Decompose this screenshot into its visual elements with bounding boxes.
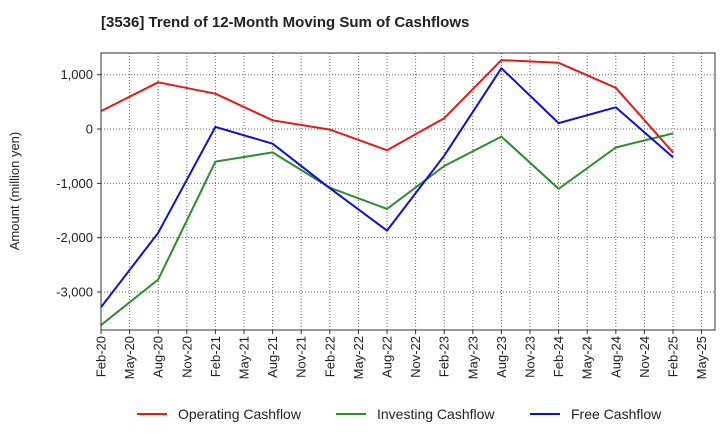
x-tick-label: Aug-22 <box>380 336 395 378</box>
x-tick-label: Nov-23 <box>523 336 538 378</box>
y-tick-label: 1,000 <box>60 67 93 82</box>
y-axis-title: Amount (million yen) <box>7 132 22 251</box>
x-tick-label: Aug-21 <box>265 336 280 378</box>
x-tick-label: Aug-20 <box>151 336 166 378</box>
x-tick-label: Nov-20 <box>179 336 194 378</box>
plot-area <box>101 53 715 330</box>
x-tick-label: May-20 <box>122 336 137 379</box>
x-tick-label: May-25 <box>694 336 709 379</box>
x-tick-label: Nov-24 <box>637 336 652 378</box>
x-tick-label: May-23 <box>465 336 480 379</box>
x-tick-label: Feb-24 <box>551 336 566 377</box>
x-tick-label: May-22 <box>351 336 366 379</box>
y-tick-label: -2,000 <box>56 230 93 245</box>
series-line-investing-cashflow <box>100 132 674 326</box>
plot-border <box>100 52 716 331</box>
x-tick-label: Feb-23 <box>437 336 452 377</box>
series-lines <box>100 59 674 326</box>
x-tick-label: Aug-24 <box>608 336 623 378</box>
chart-title: [3536] Trend of 12-Month Moving Sum of C… <box>101 14 470 31</box>
legend-label-investing-cashflow: Investing Cashflow <box>377 406 495 422</box>
x-tick-label: Feb-20 <box>94 336 109 377</box>
series-line-free-cashflow <box>100 67 674 308</box>
grid-lines <box>101 53 715 330</box>
x-tick-label: Nov-21 <box>294 336 309 378</box>
legend: Operating Cashflow Investing Cashflow Free… <box>137 406 662 422</box>
x-tick-label: Feb-21 <box>208 336 223 377</box>
legend-label-free-cashflow: Free Cashflow <box>571 406 662 422</box>
y-tick-label: 0 <box>86 122 93 137</box>
y-tick-label: -3,000 <box>56 284 93 299</box>
legend-label-operating-cashflow: Operating Cashflow <box>178 406 302 422</box>
x-tick-label: Feb-22 <box>322 336 337 377</box>
x-tick-label: May-24 <box>580 336 595 379</box>
x-tick-label: May-21 <box>237 336 252 379</box>
y-tick-label: -1,000 <box>56 176 93 191</box>
x-tick-label: Nov-22 <box>408 336 423 378</box>
y-axis-ticks: 1,000 0 -1,000 -2,000 -3,000 <box>56 67 101 299</box>
x-tick-label: Aug-23 <box>494 336 509 378</box>
x-tick-label: Feb-25 <box>666 336 681 377</box>
series-line-operating-cashflow <box>100 59 674 154</box>
x-axis-ticks: Feb-20 May-20 Aug-20 Nov-20 Feb-21 May-21 Aug-… <box>94 330 709 379</box>
